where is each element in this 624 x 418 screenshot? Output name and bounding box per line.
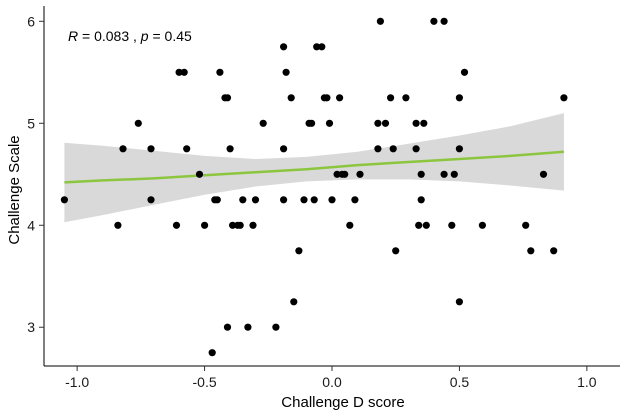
- data-point: [114, 221, 122, 229]
- data-point: [448, 221, 456, 229]
- data-point: [374, 119, 382, 127]
- regression-line: [64, 150, 564, 184]
- data-point: [172, 221, 181, 229]
- data-point: [420, 119, 428, 127]
- x-tick-label: -0.5: [193, 374, 217, 390]
- data-points-layer: [60, 17, 568, 357]
- data-point: [244, 323, 252, 331]
- data-point: [60, 196, 68, 204]
- x-axis-ticks: -1.0 -0.5 0.0 0.5 1.0: [65, 366, 597, 390]
- data-point: [147, 196, 155, 204]
- data-point: [287, 94, 295, 102]
- data-point: [412, 119, 420, 127]
- data-point: [417, 170, 425, 178]
- data-point: [402, 94, 410, 102]
- data-point: [272, 323, 280, 331]
- data-point: [450, 170, 458, 178]
- data-point: [336, 94, 344, 102]
- data-point: [550, 247, 558, 255]
- data-point: [478, 221, 486, 229]
- data-point: [313, 43, 321, 51]
- data-point: [356, 170, 364, 178]
- p-symbol: p: [140, 28, 149, 44]
- data-point: [236, 221, 244, 229]
- data-point: [134, 119, 142, 127]
- data-point: [346, 221, 354, 229]
- data-point: [341, 170, 349, 178]
- data-point: [201, 221, 209, 229]
- data-point: [280, 145, 288, 153]
- data-point: [175, 68, 183, 76]
- data-point: [440, 170, 448, 178]
- data-point: [455, 298, 463, 306]
- data-point: [282, 68, 290, 76]
- data-point: [310, 196, 318, 204]
- data-point: [325, 119, 334, 127]
- p-value: = 0.45: [149, 28, 192, 44]
- data-point: [147, 145, 155, 153]
- data-point: [208, 349, 216, 357]
- data-point: [308, 119, 316, 127]
- y-tick-label: 3: [27, 319, 35, 335]
- data-point: [180, 68, 188, 76]
- data-point: [300, 196, 308, 204]
- data-point: [440, 17, 448, 25]
- data-point: [226, 145, 234, 153]
- data-point: [323, 94, 331, 102]
- data-point: [527, 247, 535, 255]
- data-point: [412, 145, 420, 153]
- data-point: [522, 221, 530, 229]
- data-point: [460, 68, 469, 76]
- data-point: [239, 196, 247, 204]
- data-point: [183, 145, 191, 153]
- regression-line-layer: [64, 150, 564, 184]
- data-point: [318, 43, 326, 51]
- data-point: [455, 145, 463, 153]
- data-point: [389, 145, 397, 153]
- data-point: [223, 323, 232, 331]
- data-point: [333, 170, 341, 178]
- data-point: [376, 17, 384, 25]
- y-tick-label: 6: [27, 13, 35, 29]
- y-tick-label: 5: [27, 115, 35, 131]
- data-point: [455, 94, 463, 102]
- r-symbol: R: [68, 28, 78, 44]
- data-point: [280, 43, 288, 51]
- x-tick-label: 1.0: [577, 374, 597, 390]
- data-point: [415, 221, 423, 229]
- data-point: [539, 170, 548, 178]
- stat-annotation: R = 0.083 , p = 0.45: [68, 28, 192, 44]
- x-tick-label: 0.0: [322, 374, 342, 390]
- y-tick-label: 4: [27, 217, 35, 233]
- data-point: [229, 221, 237, 229]
- data-point: [328, 196, 336, 204]
- data-point: [223, 94, 232, 102]
- data-point: [351, 196, 359, 204]
- y-axis-ticks: 3 4 5 6: [27, 13, 44, 335]
- data-point: [387, 94, 395, 102]
- data-point: [422, 221, 430, 229]
- data-point: [295, 247, 303, 255]
- data-point: [195, 170, 204, 178]
- data-point: [249, 221, 257, 229]
- data-point: [374, 145, 382, 153]
- x-tick-label: 0.5: [450, 374, 470, 390]
- data-point: [119, 145, 127, 153]
- x-tick-label: -1.0: [65, 374, 89, 390]
- data-point: [216, 68, 224, 76]
- x-axis-title: Challenge D score: [281, 394, 404, 411]
- data-point: [251, 196, 260, 204]
- data-point: [280, 196, 288, 204]
- data-point: [430, 17, 438, 25]
- data-point: [259, 119, 267, 127]
- data-point: [560, 94, 568, 102]
- data-point: [417, 196, 425, 204]
- r-value: = 0.083 ,: [78, 28, 141, 44]
- data-point: [392, 247, 400, 255]
- data-point: [290, 298, 298, 306]
- data-point: [381, 119, 390, 127]
- data-point: [213, 196, 221, 204]
- y-axis-title: Challenge Scale: [6, 135, 23, 244]
